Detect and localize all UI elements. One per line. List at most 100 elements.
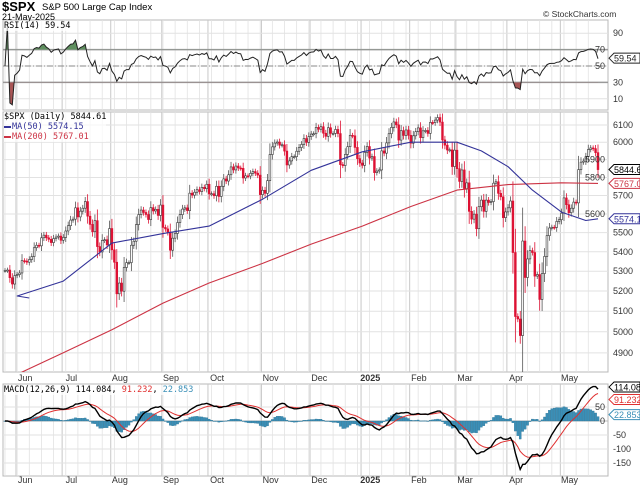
candle-up — [118, 282, 121, 295]
candle-up — [79, 210, 82, 218]
candle-down — [317, 127, 320, 130]
macd-histogram-bar — [271, 419, 274, 422]
macd-signal-value-tag-text: 91.232 — [614, 395, 640, 405]
macd-histogram-bar — [421, 420, 425, 422]
macd-plot — [3, 385, 600, 472]
macd-histogram-bar — [79, 418, 82, 422]
macd-histogram-bar — [268, 420, 272, 423]
candle-up — [108, 228, 111, 246]
rsi-value-tag-box — [608, 52, 640, 64]
macd-histogram-bar — [183, 419, 187, 422]
candle-down — [341, 164, 345, 166]
candle-up — [229, 166, 233, 176]
macd-histogram-bar — [467, 420, 471, 432]
candle-down — [254, 171, 257, 174]
macd-histogram-bar — [465, 420, 469, 431]
candle-up — [215, 185, 218, 197]
candle-up — [74, 207, 77, 220]
candle-up — [504, 211, 507, 218]
macd-histogram-bar — [288, 420, 291, 422]
copyright-watermark[interactable]: © StockCharts.com — [543, 9, 617, 19]
candle-down — [169, 231, 172, 251]
candle-up — [375, 170, 379, 173]
macd-histogram-bar — [83, 417, 87, 422]
candle-down — [502, 196, 505, 218]
macd-histogram-bar — [241, 420, 245, 422]
macd-histogram-bar — [492, 417, 495, 422]
candle-up — [412, 135, 415, 144]
macd-histogram-bar — [212, 420, 216, 422]
candle-up — [453, 149, 456, 167]
candle-down — [574, 201, 578, 204]
candle-down — [463, 169, 466, 189]
macd-histogram-bar — [244, 420, 247, 423]
candle-up — [589, 147, 592, 150]
macd-histogram-bar — [164, 420, 167, 422]
macd-histogram-bar — [501, 417, 505, 422]
candle-up — [295, 150, 298, 157]
candle-up — [365, 146, 369, 153]
macd-histogram-bar — [239, 419, 242, 422]
candle-up — [71, 218, 75, 221]
macd-histogram-bar — [237, 419, 240, 422]
candle-up — [280, 144, 284, 147]
candle-down — [596, 152, 600, 170]
candle-down — [96, 220, 99, 247]
macd-histogram-bar — [93, 420, 97, 424]
candle-up — [385, 142, 388, 154]
macd-histogram-bar — [326, 420, 330, 422]
candle-down — [203, 187, 206, 189]
ma50-value-tag-text: 5574.15 — [614, 214, 640, 224]
macd-histogram-bar — [100, 420, 104, 429]
macd-histogram-bar — [210, 420, 213, 422]
macd-hist-value-tag-box — [608, 409, 640, 421]
macd-histogram-bar — [523, 420, 527, 430]
macd-tick-label: 50 — [595, 402, 605, 412]
candle-down — [565, 197, 568, 205]
macd-histogram-bar — [166, 420, 170, 423]
candle-down — [190, 192, 194, 196]
macd-histogram-bar — [480, 420, 483, 428]
macd-histogram-bar — [215, 420, 218, 422]
macd-histogram-bar — [156, 415, 160, 422]
macd-histogram-bar — [217, 420, 221, 423]
macd-histogram-bar — [74, 417, 77, 422]
macd-histogram-bar — [543, 416, 546, 422]
price-tick-label: 5700 — [613, 191, 633, 201]
candle-up — [414, 131, 417, 137]
price-tick-label: 5300 — [613, 266, 633, 276]
candle-down — [407, 129, 410, 136]
macd-histogram-bar — [290, 420, 294, 423]
candle-up — [477, 206, 481, 230]
candle-down — [353, 135, 357, 148]
macd-histogram-bar — [438, 419, 442, 422]
macd-histogram-bar — [509, 418, 512, 422]
macd-histogram-bar — [295, 420, 298, 423]
candle-down — [256, 172, 259, 176]
candle-up — [557, 219, 561, 222]
macd-histogram-bar — [234, 418, 238, 422]
macd-histogram-bar — [176, 420, 179, 425]
macd-histogram-bar — [587, 408, 590, 422]
rsi-value-tag-text: 59.54 — [614, 54, 637, 64]
macd-histogram-bar — [278, 416, 281, 422]
candle-up — [195, 189, 199, 193]
candle-up — [370, 156, 374, 159]
candle-down — [246, 175, 250, 178]
candle-up — [227, 174, 230, 182]
macd-histogram-bar — [353, 420, 357, 425]
candle-up — [390, 127, 393, 135]
x-axis-label: Apr — [509, 475, 523, 485]
price-legend-value: 5844.61 — [70, 112, 107, 122]
price-tick-label: 5600 — [585, 209, 605, 219]
macd-histogram-bar — [125, 420, 128, 428]
x-axis-label: Jun — [18, 373, 33, 383]
macd-histogram-bar — [497, 415, 500, 422]
macd-histogram-bar — [18, 420, 21, 422]
macd-histogram-bar — [375, 420, 379, 426]
macd-histogram-bar — [300, 420, 303, 422]
macd-histogram-bar — [424, 420, 427, 422]
macd-histogram-bar — [256, 420, 260, 424]
macd-histogram-bar — [198, 416, 201, 422]
macd-histogram-bar — [307, 419, 311, 422]
